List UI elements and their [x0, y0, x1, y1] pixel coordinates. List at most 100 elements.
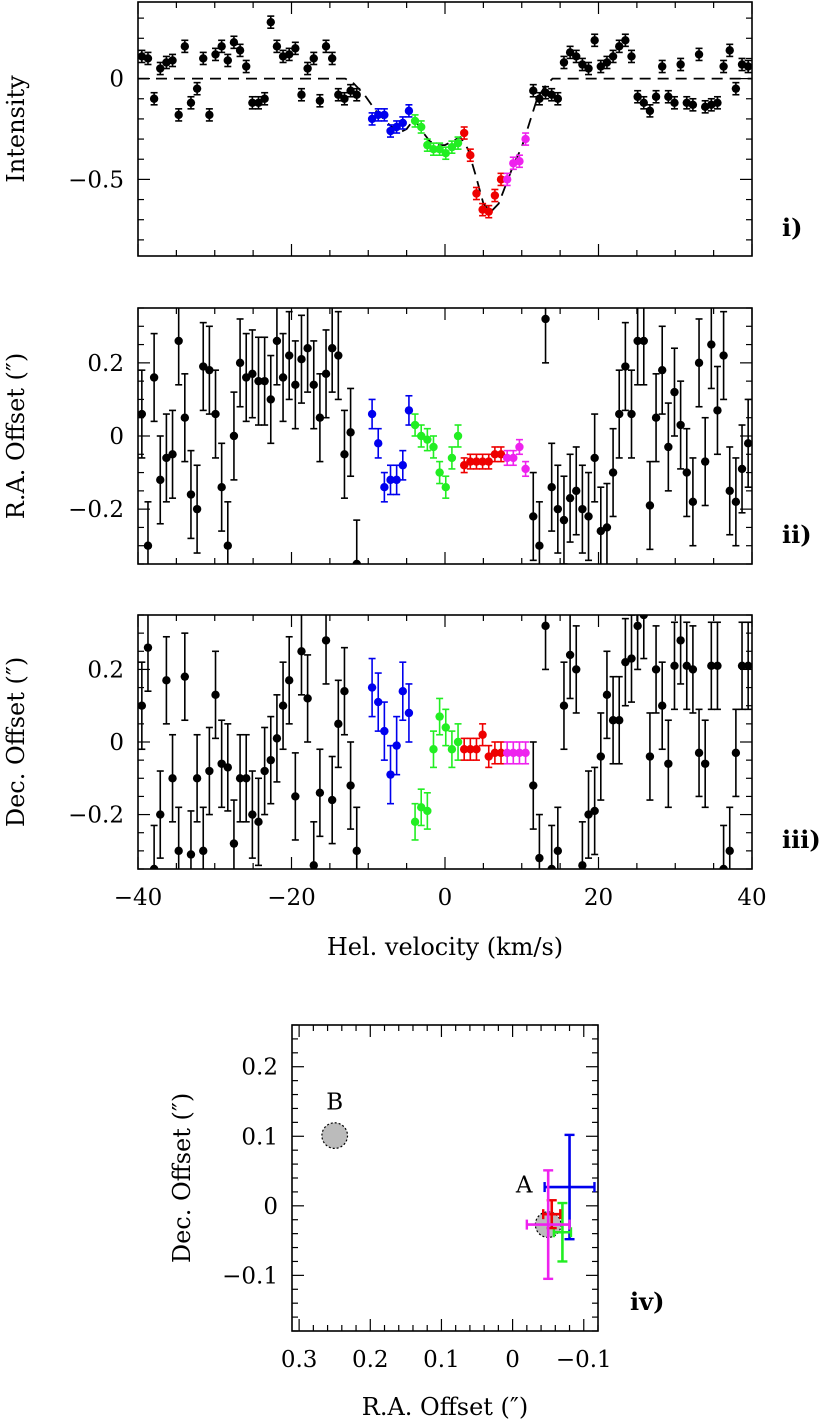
data-point: [223, 541, 232, 550]
data-point: [472, 189, 481, 198]
data-point: [658, 701, 667, 710]
data-point: [180, 413, 190, 422]
green-centroid: [552, 1201, 573, 1263]
data-point: [260, 94, 269, 103]
data-point: [615, 409, 624, 419]
data-point: [229, 38, 239, 47]
data-point: [559, 701, 569, 710]
data-point: [743, 439, 752, 448]
data-point: [645, 501, 655, 510]
data-point: [392, 122, 401, 132]
data-point: [303, 694, 312, 703]
data-point: [186, 98, 196, 107]
data-point: [590, 806, 599, 816]
data-point: [168, 56, 177, 65]
data-point: [260, 376, 269, 386]
data-point: [578, 861, 587, 869]
data-point: [284, 50, 294, 59]
data-point: [541, 621, 550, 631]
green-series: [410, 114, 463, 161]
x-tick-label: 0.3: [281, 1347, 318, 1373]
data-point: [199, 362, 208, 371]
data-point: [242, 62, 251, 71]
data-point: [572, 665, 581, 674]
data-point: [502, 748, 512, 758]
data-point: [211, 409, 220, 419]
data-point: [398, 687, 407, 696]
axis-tick-labels: 0.2 0 −0.2: [68, 351, 124, 523]
data-point: [490, 748, 500, 758]
data-point: [719, 864, 728, 869]
data-point: [453, 737, 463, 747]
data-point: [633, 336, 642, 346]
data-point: [578, 60, 587, 69]
model-profile: [138, 77, 752, 214]
data-point: [374, 697, 383, 707]
blue-series: [367, 394, 414, 503]
data-point: [559, 515, 569, 525]
data-point: [484, 752, 493, 761]
data-point: [670, 661, 679, 670]
y-tick-label: 0.2: [241, 1055, 278, 1081]
x-axis-label: Hel. velocity (km/s): [327, 933, 563, 961]
data-point: [380, 483, 389, 492]
data-point: [143, 643, 153, 652]
data-point: [621, 657, 630, 667]
data-point: [719, 62, 728, 71]
data-point: [596, 526, 606, 536]
data-point: [731, 497, 741, 507]
data-point: [596, 752, 606, 761]
magenta-series: [502, 132, 530, 187]
x-tick-label: 20: [584, 885, 613, 911]
data-point: [496, 175, 506, 184]
data-point: [584, 64, 593, 73]
data-point: [651, 665, 661, 674]
y-tick-label: 0: [109, 67, 124, 93]
data-point: [490, 191, 500, 200]
data-point: [429, 144, 438, 154]
centroid-crosses: [525, 1133, 596, 1281]
axis-ticks: [137, 307, 753, 565]
data-point: [731, 748, 741, 758]
axis-tick-labels: 0.2 0.1 0 −0.1 0.3 0.2 0.1 0 −0.1: [222, 1055, 612, 1373]
y-tick-label: 0: [263, 1194, 278, 1220]
data-point: [266, 395, 275, 404]
data-point: [731, 84, 741, 93]
red-centroid: [542, 1199, 562, 1230]
data-point: [658, 62, 667, 71]
data-point: [205, 365, 214, 375]
data-point: [490, 450, 500, 459]
data-point: [700, 457, 710, 466]
data-point: [192, 84, 202, 93]
data-point: [211, 690, 220, 700]
data-point: [529, 86, 538, 95]
data-point: [138, 701, 147, 710]
data-point: [713, 406, 722, 415]
data-point: [404, 708, 414, 718]
data-point: [572, 52, 581, 61]
data-point: [143, 541, 153, 550]
data-point: [334, 351, 343, 360]
blue-series: [367, 657, 414, 805]
data-point: [602, 58, 612, 67]
data-point: [737, 464, 747, 474]
data-point: [441, 483, 450, 492]
data-point: [658, 365, 667, 375]
data-point: [284, 351, 294, 360]
data-point: [217, 759, 226, 768]
data-point: [578, 504, 587, 514]
data-point: [737, 661, 747, 670]
data-point: [664, 442, 673, 452]
data-point: [572, 486, 581, 496]
data-point: [162, 676, 171, 685]
source-components: AB: [321, 1090, 562, 1239]
data-point: [584, 512, 593, 521]
data-point: [352, 559, 361, 564]
data-point: [453, 138, 463, 148]
data-point: [272, 734, 282, 743]
data-point: [590, 453, 599, 463]
data-point: [615, 716, 624, 725]
y-axis-label: Intensity: [2, 75, 30, 183]
data-point: [608, 468, 618, 477]
data-point: [410, 420, 420, 430]
